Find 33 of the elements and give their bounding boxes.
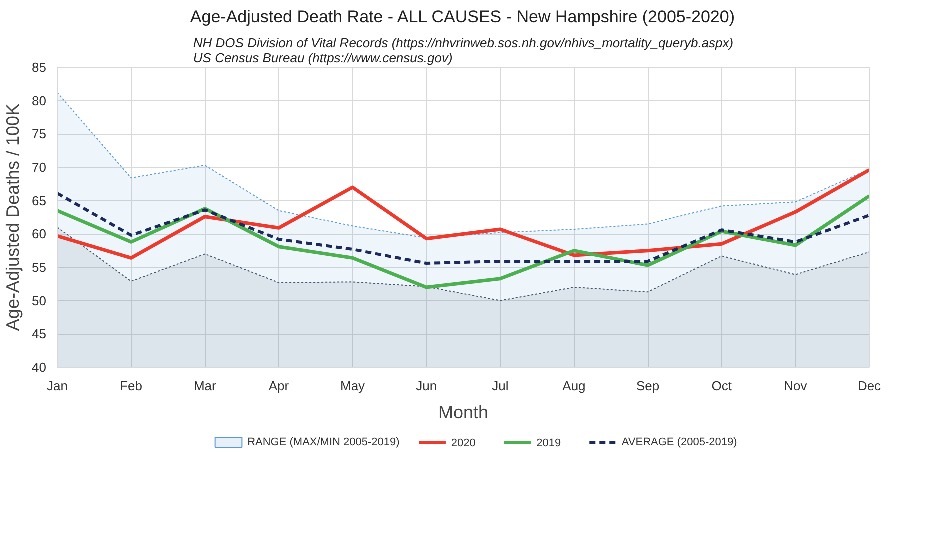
x-tick-label: Dec	[858, 378, 882, 394]
y-tick-label: 40	[32, 360, 47, 375]
y-tick-label: 50	[32, 293, 47, 308]
y-tick-label: 60	[32, 226, 47, 242]
y-tick-label: 80	[32, 93, 47, 108]
legend-label: RANGE (MAX/MIN 2005-2019)	[248, 436, 400, 448]
x-tick-label: Nov	[784, 378, 808, 394]
x-tick-label: Feb	[120, 378, 143, 394]
y-tick-label: 85	[32, 60, 47, 75]
y-axis-title: Age-Adjusted Deaths / 100K	[3, 104, 24, 332]
y-tick-label: 75	[32, 126, 47, 142]
line-series	[58, 192, 870, 265]
y-tick-label: 65	[32, 193, 47, 208]
line-series	[58, 194, 870, 290]
y-tick-label: 70	[32, 160, 47, 175]
legend-label: 2020	[451, 438, 476, 450]
legend-label: AVERAGE (2005-2019)	[622, 436, 738, 448]
legend-label: 2019	[536, 438, 562, 450]
x-tick-label: Jun	[416, 378, 438, 394]
line-series	[58, 168, 870, 260]
y-tick-label: 55	[32, 260, 47, 275]
x-tick-label: Apr	[268, 378, 290, 394]
x-tick-label: Aug	[562, 378, 586, 394]
x-tick-label: Jul	[492, 378, 509, 394]
x-tick-label: Mar	[194, 378, 217, 394]
x-axis-title: Month	[438, 402, 489, 422]
x-tick-label: Jan	[47, 378, 68, 394]
x-tick-label: Sep	[636, 378, 660, 394]
x-tick-label: May	[340, 378, 366, 394]
chart-subtitle: NH DOS Division of Vital Records (https://nhvrinweb.sos.nh.gov/nhivs_mortality_queryb.aspx) US Census Bureau (https://www.census.gov)	[193, 36, 734, 66]
x-tick-label: Oct	[712, 378, 732, 394]
chart-title: Age-Adjusted Death Rate - ALL CAUSES - New Hampshire (2005-2020)	[190, 8, 736, 26]
y-tick-label: 45	[32, 326, 47, 342]
